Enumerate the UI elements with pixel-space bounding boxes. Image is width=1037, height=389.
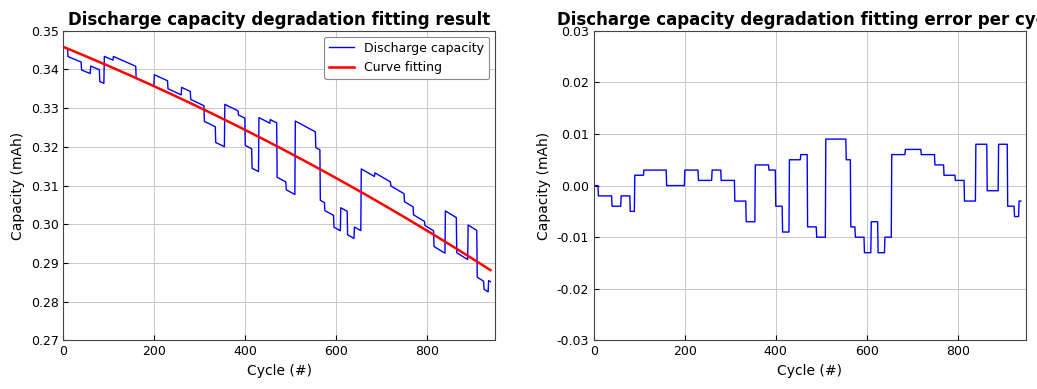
Title: Discharge capacity degradation fitting result: Discharge capacity degradation fitting r… xyxy=(68,11,491,29)
Discharge capacity xyxy=(58,45,71,50)
Discharge capacity xyxy=(57,45,69,49)
X-axis label: Cycle (#): Cycle (#) xyxy=(778,364,842,378)
Y-axis label: Capacity (mAh): Capacity (mAh) xyxy=(11,131,25,240)
Discharge capacity xyxy=(484,279,497,284)
Curve fitting xyxy=(114,68,127,73)
Curve fitting xyxy=(364,195,376,200)
X-axis label: Cycle (#): Cycle (#) xyxy=(247,364,312,378)
Discharge capacity xyxy=(225,105,237,110)
Y-axis label: Capacity (mAh): Capacity (mAh) xyxy=(537,131,551,240)
Discharge capacity xyxy=(202,121,215,126)
Curve fitting xyxy=(183,100,195,105)
Title: Discharge capacity degradation fitting error per cycle: Discharge capacity degradation fitting e… xyxy=(557,11,1037,29)
Curve fitting xyxy=(225,121,237,125)
Discharge capacity xyxy=(482,289,495,294)
Curve fitting xyxy=(57,45,69,49)
Legend: Discharge capacity, Curve fitting: Discharge capacity, Curve fitting xyxy=(325,37,489,79)
Discharge capacity xyxy=(114,57,127,61)
Curve fitting xyxy=(484,268,497,272)
Curve fitting xyxy=(202,110,215,114)
Curve fitting xyxy=(58,45,71,50)
Discharge capacity xyxy=(364,172,376,176)
Line: Curve fitting: Curve fitting xyxy=(63,47,491,270)
Discharge capacity xyxy=(183,88,195,93)
Line: Discharge capacity: Discharge capacity xyxy=(63,47,491,292)
